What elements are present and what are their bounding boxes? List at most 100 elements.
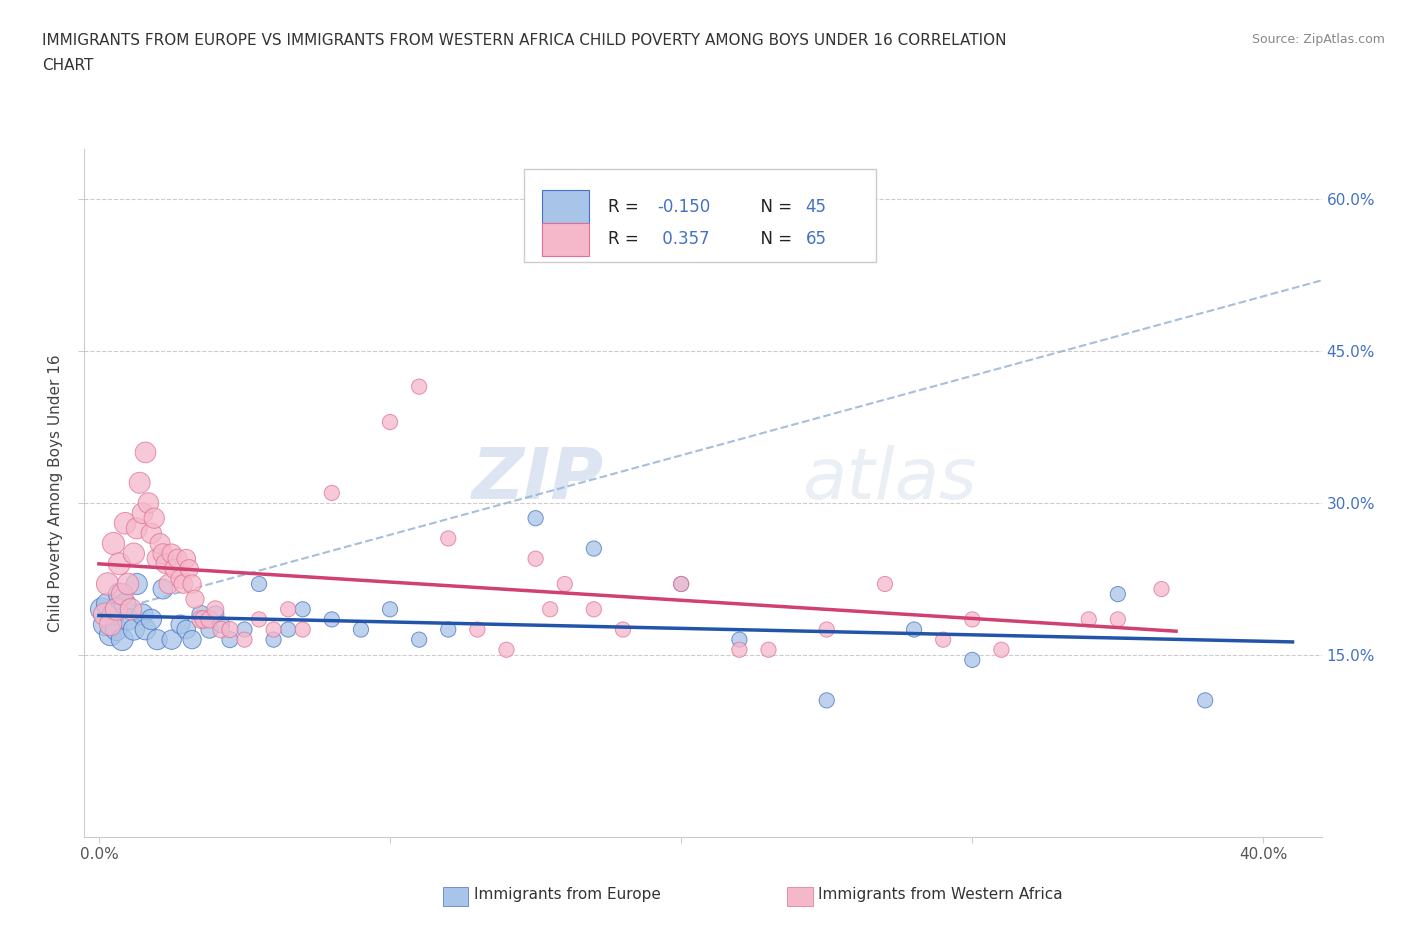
Point <box>138 496 160 511</box>
Point <box>105 602 128 617</box>
Point <box>263 632 285 647</box>
Point <box>582 541 605 556</box>
Point <box>378 415 401 430</box>
Point <box>1077 612 1099 627</box>
Point <box>90 602 112 617</box>
Point <box>873 577 896 591</box>
Point <box>117 612 139 627</box>
Point <box>467 622 489 637</box>
Point <box>233 632 256 647</box>
Point <box>128 475 150 490</box>
Point <box>125 521 148 536</box>
Point <box>114 597 136 612</box>
Point <box>141 526 163 541</box>
Point <box>117 577 139 591</box>
Point <box>437 622 460 637</box>
Point <box>146 632 169 647</box>
Point <box>125 577 148 591</box>
Point <box>291 622 314 637</box>
Point <box>190 607 212 622</box>
Point <box>932 632 955 647</box>
Text: Immigrants from Western Africa: Immigrants from Western Africa <box>818 887 1063 902</box>
Point <box>728 643 751 658</box>
Point <box>152 581 174 596</box>
Point <box>277 602 299 617</box>
Point <box>233 622 256 637</box>
Point <box>134 445 156 459</box>
Point <box>181 632 204 647</box>
Point <box>815 693 838 708</box>
Point <box>1107 612 1129 627</box>
Point <box>181 577 204 591</box>
Point <box>122 546 145 561</box>
Point <box>263 622 285 637</box>
Point <box>198 612 221 627</box>
Point <box>815 622 838 637</box>
Point <box>160 632 183 647</box>
Point <box>93 617 115 631</box>
Point <box>582 602 605 617</box>
Point <box>97 597 120 612</box>
Point <box>160 546 183 561</box>
Text: Source: ZipAtlas.com: Source: ZipAtlas.com <box>1251 33 1385 46</box>
Text: 0.357: 0.357 <box>657 230 710 248</box>
Text: 65: 65 <box>806 230 827 248</box>
Point <box>524 511 547 525</box>
Point <box>100 627 122 642</box>
Point <box>669 577 692 591</box>
Point <box>198 622 221 637</box>
Point <box>155 556 177 571</box>
Point <box>120 602 142 617</box>
Point <box>190 612 212 627</box>
Text: R =: R = <box>607 197 644 216</box>
Point <box>131 607 153 622</box>
Point <box>100 617 122 631</box>
Point <box>97 577 120 591</box>
Point <box>669 577 692 591</box>
Point <box>408 632 430 647</box>
Point <box>163 562 186 577</box>
Point <box>538 602 561 617</box>
Point <box>152 546 174 561</box>
Point <box>277 622 299 637</box>
Point <box>291 602 314 617</box>
Point <box>962 612 984 627</box>
Point <box>169 617 191 631</box>
Point <box>219 632 242 647</box>
Point <box>103 536 125 551</box>
Text: Immigrants from Europe: Immigrants from Europe <box>474 887 661 902</box>
Point <box>962 653 984 668</box>
Point <box>146 551 169 566</box>
Point <box>174 551 197 566</box>
Point <box>612 622 634 637</box>
Point <box>1194 693 1216 708</box>
Point <box>247 612 270 627</box>
Point <box>321 612 343 627</box>
Point <box>108 556 131 571</box>
Point <box>114 516 136 531</box>
Point <box>131 506 153 521</box>
Point <box>408 379 430 394</box>
Point <box>111 632 134 647</box>
Point <box>204 602 226 617</box>
Point <box>554 577 576 591</box>
Point <box>157 577 180 591</box>
Point <box>903 622 925 637</box>
Text: 45: 45 <box>806 197 827 216</box>
Point <box>149 536 172 551</box>
Point <box>204 607 226 622</box>
Point <box>247 577 270 591</box>
Bar <box>523 169 876 262</box>
Point <box>103 607 125 622</box>
Text: N =: N = <box>749 197 797 216</box>
Point <box>143 511 166 525</box>
Point <box>209 622 232 637</box>
Point <box>184 591 207 606</box>
Point <box>219 622 242 637</box>
Point <box>1107 587 1129 602</box>
Point <box>321 485 343 500</box>
Point <box>111 587 134 602</box>
Text: atlas: atlas <box>801 445 977 513</box>
Point <box>1150 581 1173 596</box>
Point <box>209 617 232 631</box>
